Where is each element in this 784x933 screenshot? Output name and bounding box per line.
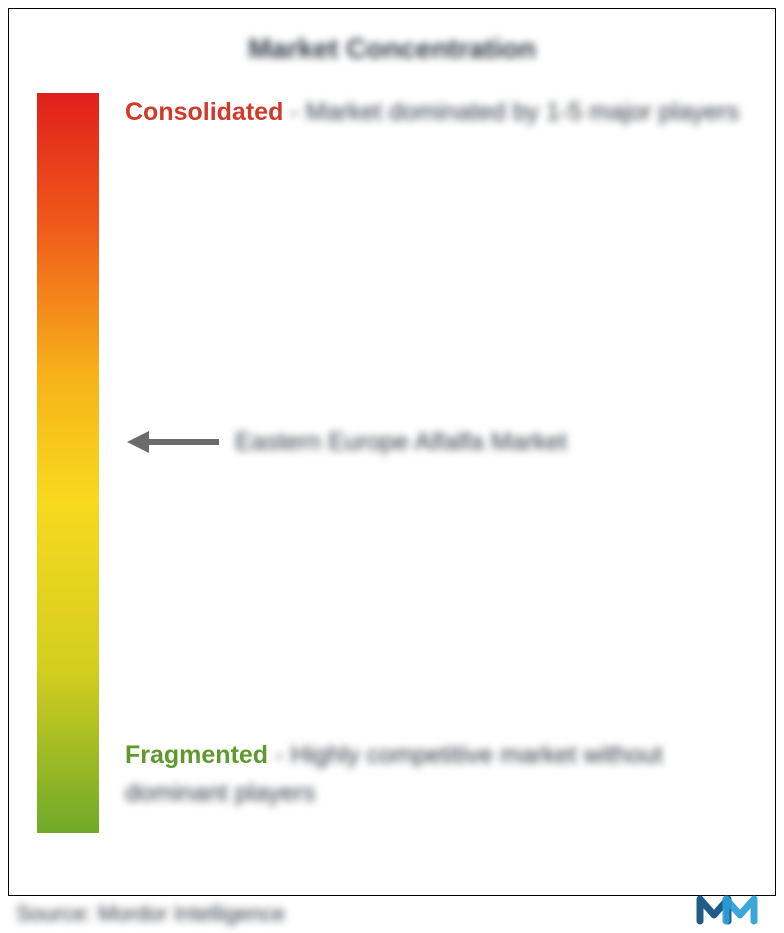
fragmented-description: Fragmented - Highly competitive market w… xyxy=(125,736,747,814)
chart-frame: Market Concentration Consolidated - Mark… xyxy=(8,8,776,896)
chart-title: Market Concentration xyxy=(37,33,747,65)
chart-content: Consolidated - Market dominated by 1-5 m… xyxy=(37,89,747,869)
descriptions-column: Consolidated - Market dominated by 1-5 m… xyxy=(125,89,747,829)
market-pointer-row: Eastern Europe Alfalfa Market xyxy=(125,427,747,457)
source-attribution: Source: Mordor Intelligence xyxy=(16,901,285,927)
mordor-logo-icon xyxy=(696,891,768,927)
market-name-label: Eastern Europe Alfalfa Market xyxy=(235,428,567,457)
consolidated-description: Consolidated - Market dominated by 1-5 m… xyxy=(125,93,747,132)
fragmented-label: Fragmented xyxy=(125,741,268,769)
consolidated-label: Consolidated xyxy=(125,98,283,126)
consolidated-text: - Market dominated by 1-5 major players xyxy=(290,98,739,126)
arrow-left-icon xyxy=(125,427,221,457)
concentration-gradient-bar xyxy=(37,93,99,833)
chart-footer: Source: Mordor Intelligence xyxy=(8,891,776,927)
